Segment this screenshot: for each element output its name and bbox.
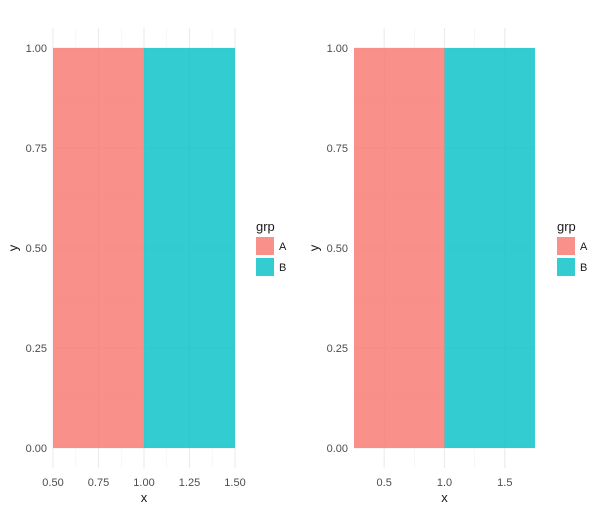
y-tick-label: 1.00 xyxy=(327,43,348,55)
legend-title: grp xyxy=(557,219,576,234)
x-tick-label: 0.75 xyxy=(88,477,109,489)
x-axis-title: x xyxy=(441,490,448,505)
y-tick-label: 0.25 xyxy=(327,343,348,355)
bar-a xyxy=(53,48,144,448)
legend-key-b xyxy=(256,258,274,276)
left-plot: 0.00 0.25 0.50 0.75 1.00 0.50 0.75 1.00 1.25 1.5… xyxy=(6,28,287,505)
y-tick-label: 0.50 xyxy=(26,243,47,255)
legend-key-b xyxy=(557,258,575,276)
y-tick-label: 0.50 xyxy=(327,243,348,255)
bar-a xyxy=(354,48,445,448)
bar-b xyxy=(444,48,535,448)
bar-b xyxy=(144,48,235,448)
y-tick-label: 1.00 xyxy=(26,43,47,55)
legend: grp A B xyxy=(557,219,588,276)
y-axis-title: y xyxy=(6,244,21,251)
legend: grp A B xyxy=(256,219,287,276)
y-tick-labels: 0.00 0.25 0.50 0.75 1.00 xyxy=(26,43,47,455)
bars xyxy=(53,48,235,448)
x-tick-label: 1.0 xyxy=(437,477,452,489)
legend-label-b: B xyxy=(279,262,286,274)
y-tick-label: 0.00 xyxy=(327,443,348,455)
right-plot: 0.00 0.25 0.50 0.75 1.00 0.5 1.0 1.5 x y grp A… xyxy=(307,28,588,505)
bars xyxy=(354,48,535,448)
y-axis-title: y xyxy=(307,244,322,251)
y-tick-label: 0.75 xyxy=(327,143,348,155)
x-tick-label: 0.5 xyxy=(377,477,392,489)
x-tick-label: 1.25 xyxy=(179,477,200,489)
y-tick-label: 0.75 xyxy=(26,143,47,155)
y-tick-labels: 0.00 0.25 0.50 0.75 1.00 xyxy=(327,43,348,455)
x-tick-labels: 0.5 1.0 1.5 xyxy=(377,477,513,489)
x-tick-label: 1.50 xyxy=(224,477,245,489)
y-tick-label: 0.00 xyxy=(26,443,47,455)
legend-label-a: A xyxy=(279,241,287,253)
legend-key-a xyxy=(557,237,575,255)
x-tick-label: 0.50 xyxy=(42,477,63,489)
x-tick-label: 1.5 xyxy=(497,477,512,489)
legend-label-b: B xyxy=(580,262,587,274)
x-tick-label: 1.00 xyxy=(133,477,154,489)
y-tick-label: 0.25 xyxy=(26,343,47,355)
x-axis-title: x xyxy=(141,490,148,505)
legend-title: grp xyxy=(256,219,275,234)
legend-label-a: A xyxy=(580,241,588,253)
x-tick-labels: 0.50 0.75 1.00 1.25 1.50 xyxy=(42,477,245,489)
legend-key-a xyxy=(256,237,274,255)
